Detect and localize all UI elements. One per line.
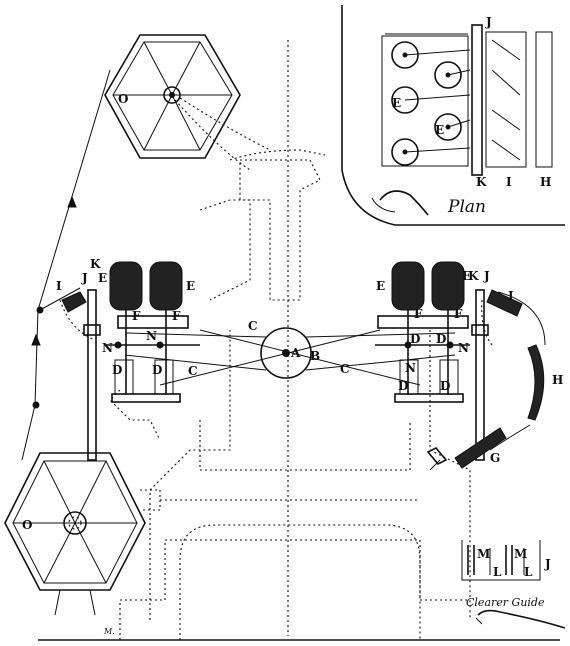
label-k-left: K xyxy=(90,257,101,271)
clearer-label-m-2: M xyxy=(514,547,527,561)
label-d-left-2: D xyxy=(152,363,162,377)
label-k-right: K xyxy=(468,269,479,283)
right-guide-assembly xyxy=(471,289,523,461)
label-b: B xyxy=(310,349,320,363)
label-c-top: C xyxy=(248,319,258,333)
clearer-label-m-1: M xyxy=(477,547,490,561)
label-f-right-1: F xyxy=(414,307,423,321)
label-n-right-2: N xyxy=(458,341,469,355)
plan-label-j: J xyxy=(485,15,492,29)
plan-label-e-2: E xyxy=(435,123,444,137)
label-f-left-1: F xyxy=(132,309,141,323)
label-n-left-1: N xyxy=(102,341,113,355)
label-c-left: C xyxy=(188,364,198,378)
left-bobbins xyxy=(105,261,200,403)
label-e-right-1: E xyxy=(376,279,385,293)
frame-outline xyxy=(109,149,471,640)
left-yarn-path xyxy=(21,69,111,461)
label-j-left: J xyxy=(81,271,88,285)
label-i-left: I xyxy=(56,279,62,293)
plan-label-h: H xyxy=(540,175,551,189)
label-o-lower: O xyxy=(22,518,32,532)
label-d-right-2: D xyxy=(436,332,446,346)
engraver-signature: M. xyxy=(103,627,115,636)
clearer-label-j: J xyxy=(544,557,551,571)
label-d-right-4: D xyxy=(440,379,450,393)
central-pulley xyxy=(124,327,456,386)
plan-inset xyxy=(341,5,565,226)
label-g: G xyxy=(490,451,500,465)
label-n-left-2: N xyxy=(146,329,157,343)
clearer-guide-inset xyxy=(461,540,566,629)
label-d-right-1: D xyxy=(410,332,420,346)
plan-caption: Plan xyxy=(447,197,486,217)
clearer-caption: Clearer Guide xyxy=(466,596,545,609)
plan-label-i: I xyxy=(506,175,512,189)
clearer-label-l-1: L xyxy=(493,565,502,579)
plan-label-k: K xyxy=(476,175,487,189)
left-guide-assembly xyxy=(59,289,101,461)
label-d-right-3: D xyxy=(398,379,408,393)
label-f-left-2: F xyxy=(172,309,181,323)
label-e-right-2: E xyxy=(462,269,471,283)
label-e-left-outer: E xyxy=(98,271,107,285)
right-bobbins xyxy=(375,261,470,403)
label-a: A xyxy=(290,346,301,360)
label-j-right: J xyxy=(483,269,490,283)
label-f-right-2: F xyxy=(454,307,463,321)
label-h: H xyxy=(552,373,563,387)
lower-reel xyxy=(4,452,161,616)
label-d-left-1: D xyxy=(112,363,122,377)
plan-label-e-1: E xyxy=(392,96,401,110)
clearer-label-l-2: L xyxy=(524,565,533,579)
label-c-right: C xyxy=(340,362,350,376)
upper-reel xyxy=(104,34,271,171)
label-o-upper: O xyxy=(118,92,128,106)
right-yarn-path xyxy=(426,291,546,471)
label-n-right-1: N xyxy=(405,361,416,375)
label-e-left: E xyxy=(186,279,195,293)
